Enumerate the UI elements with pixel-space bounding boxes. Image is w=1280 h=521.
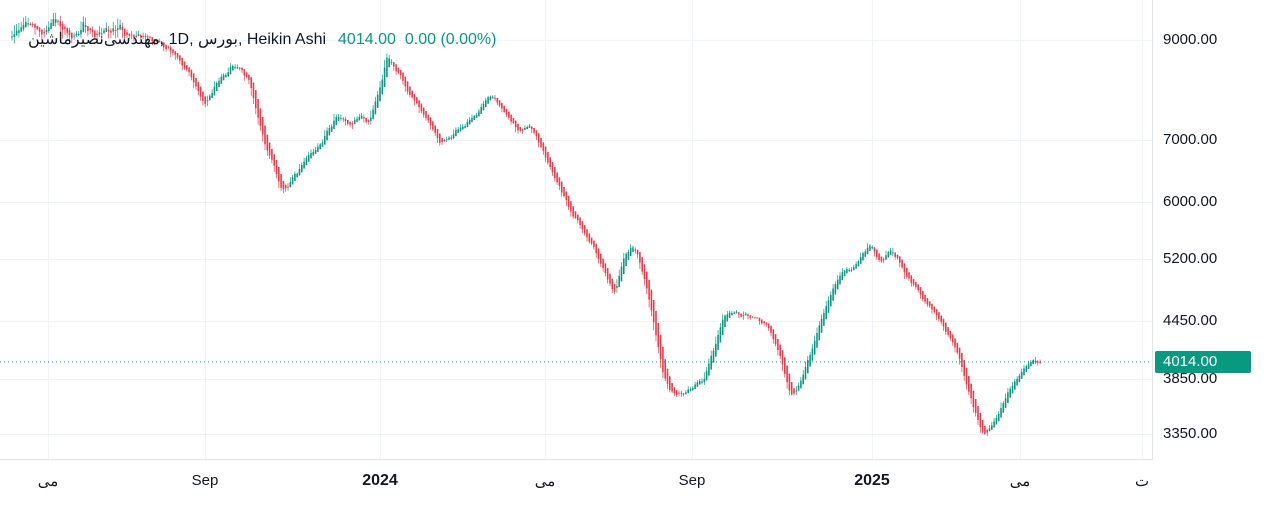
time-axis[interactable]: می Sep 2024 می Sep 2025 می ت xyxy=(0,461,1280,521)
price-chart-pane[interactable]: مهندسی‌نصیرماشین, 1D, بورس, Heikin Ashi 4… xyxy=(0,0,1153,460)
time-tick-label: می xyxy=(37,473,59,490)
time-tick-label: ت xyxy=(1134,473,1150,490)
time-tick-label: 2024 xyxy=(362,472,398,489)
exchange-name: بورس xyxy=(198,31,238,48)
time-tick-label: Sep xyxy=(678,472,706,489)
legend-timeframe: , 1D, xyxy=(159,31,198,48)
current-price-badge: 4014.00 xyxy=(1155,350,1251,373)
legend-style: , Heikin Ashi xyxy=(237,31,327,48)
price-tick-label: 9000.00 xyxy=(1163,31,1218,48)
time-tick-label: Sep xyxy=(191,472,219,489)
time-tick-label: می xyxy=(1009,473,1031,490)
candles-layer[interactable] xyxy=(0,0,1153,460)
time-tick-label: می xyxy=(534,473,556,490)
price-tick-label: 3850.00 xyxy=(1163,369,1218,387)
time-tick-label: 2025 xyxy=(854,472,890,489)
chart-legend[interactable]: مهندسی‌نصیرماشین, 1D, بورس, Heikin Ashi 4… xyxy=(28,29,496,49)
price-tick-label: 4450.00 xyxy=(1163,311,1218,329)
price-tick-label: 6000.00 xyxy=(1163,192,1218,210)
symbol-name: مهندسی‌نصیرماشین xyxy=(28,31,160,48)
price-tick-label: 3350.00 xyxy=(1163,425,1218,442)
price-tick-label: 7000.00 xyxy=(1163,131,1218,149)
price-change-value: 0.00 (0.00%) xyxy=(404,31,497,48)
last-price-value: 4014.00 xyxy=(338,31,396,48)
price-tick-label: 5200.00 xyxy=(1163,249,1218,267)
price-axis[interactable]: 4014.00 9000.00 7000.00 6000.00 5200.00 4450… xyxy=(1154,0,1280,460)
